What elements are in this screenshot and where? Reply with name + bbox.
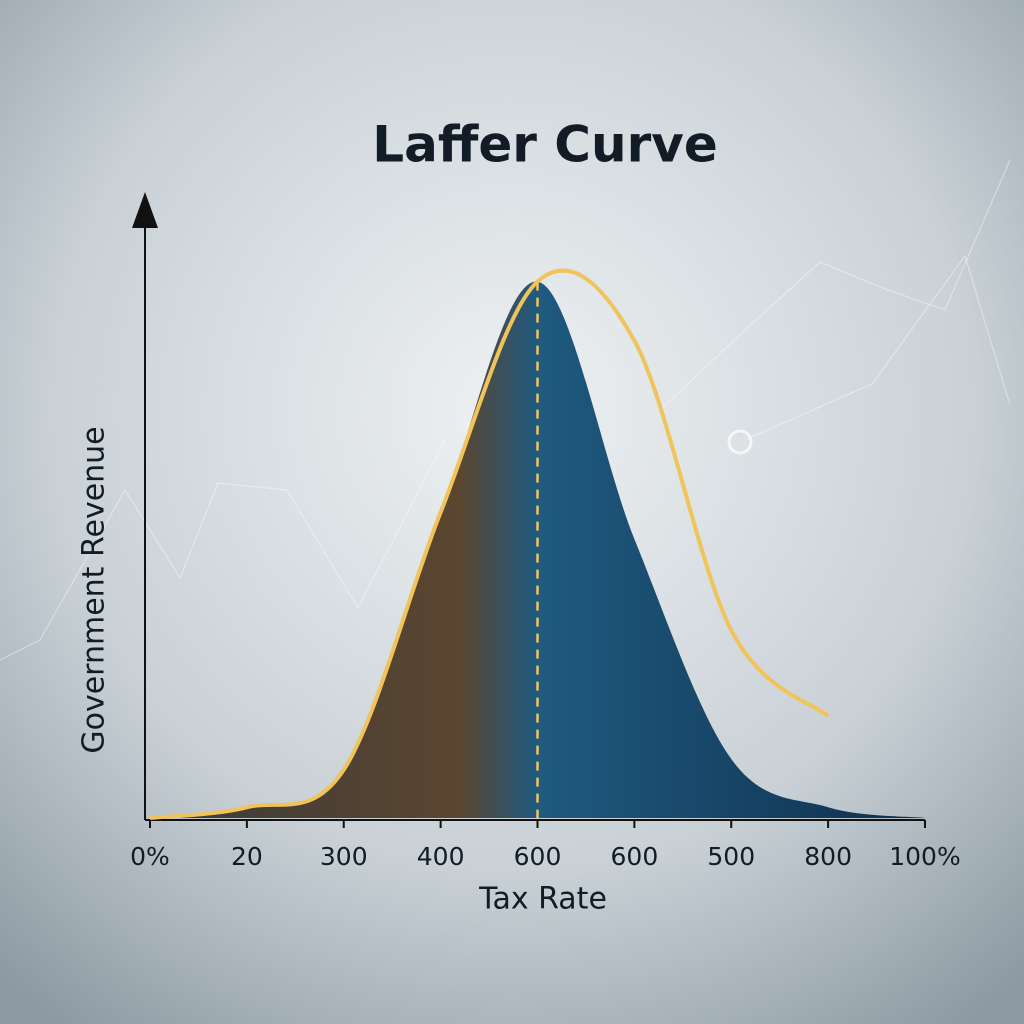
- chart-title: Laffer Curve: [372, 116, 718, 174]
- x-tick-label: 100%: [889, 842, 960, 871]
- y-axis-arrow: [132, 192, 158, 228]
- area: [150, 281, 925, 818]
- x-tick-label: 400: [417, 842, 465, 871]
- curve: [149, 268, 830, 820]
- network-decoration: [0, 159, 1011, 661]
- x-tick-label: 800: [804, 842, 852, 871]
- x-axis-label: Tax Rate: [478, 882, 607, 917]
- x-tick-label: 600: [611, 842, 659, 871]
- y-axis-label: Government Revenue: [77, 426, 112, 753]
- x-tick-label: 500: [707, 842, 755, 871]
- x-tick-label: 0%: [130, 842, 170, 871]
- x-tick-label: 600: [514, 842, 562, 871]
- x-tick-label: 20: [231, 842, 263, 871]
- decoration-ring: [727, 429, 753, 455]
- x-tick-label: 300: [320, 842, 368, 871]
